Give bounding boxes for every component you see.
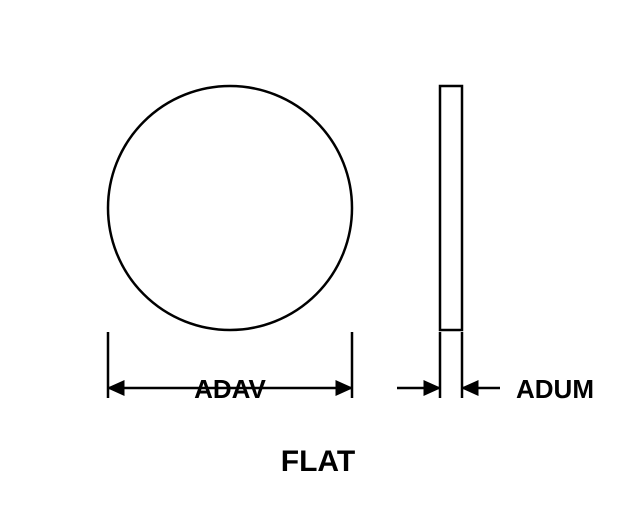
diagram-title: FLAT (0, 445, 636, 479)
arrowhead (336, 381, 352, 395)
side-view-rect (440, 86, 462, 330)
adum-label: ADUM (516, 374, 594, 404)
diagram-canvas: ADAV ADUM (0, 0, 636, 518)
arrowhead (424, 381, 440, 395)
diagram-svg: ADAV ADUM (0, 0, 636, 518)
arrowhead (108, 381, 124, 395)
adav-label: ADAV (194, 374, 266, 404)
front-view-circle (108, 86, 352, 330)
arrowhead (462, 381, 478, 395)
